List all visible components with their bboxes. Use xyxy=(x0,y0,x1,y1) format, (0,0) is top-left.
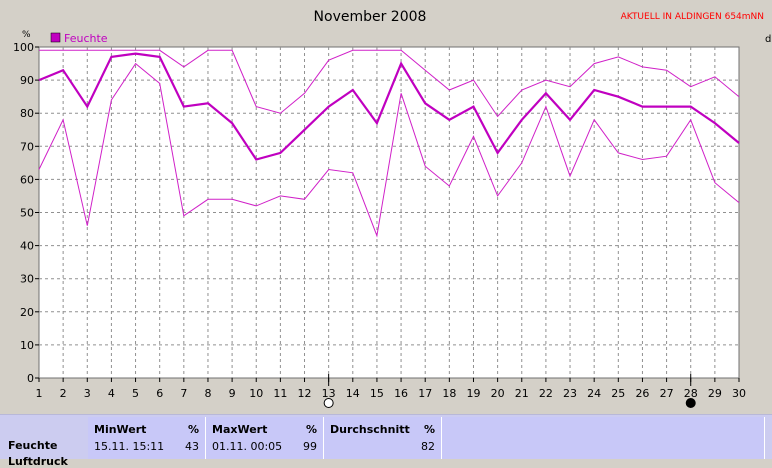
max-value-cell: MaxWert % 01.11. 00:05 99 xyxy=(206,417,324,459)
x-tick-label: 20 xyxy=(491,387,505,400)
y-tick-label: 90 xyxy=(20,74,34,87)
x-tick-label: 30 xyxy=(732,387,746,400)
x-tick-label: 5 xyxy=(132,387,139,400)
max-datetime: 01.11. 00:05 xyxy=(212,440,283,453)
x-tick-label: 21 xyxy=(515,387,529,400)
y-tick-label: 30 xyxy=(20,273,34,286)
humidity-chart: November 2008 AKTUELL IN ALDINGEN 654mNN… xyxy=(13,9,771,408)
x-tick-label: 22 xyxy=(539,387,553,400)
x-tick-label: 13 xyxy=(322,387,336,400)
x-tick-label: 4 xyxy=(108,387,115,400)
avg-value: 82 xyxy=(421,440,435,453)
x-tick-label: 7 xyxy=(180,387,187,400)
legend: Feuchte xyxy=(50,32,108,45)
min-datetime: 15.11. 15:11 xyxy=(94,440,165,453)
max-header: MaxWert xyxy=(212,423,268,436)
y-tick-label: 100 xyxy=(13,41,34,54)
y-tick-label: 10 xyxy=(20,339,34,352)
moon-markers xyxy=(323,374,696,408)
x-tick-label: 2 xyxy=(60,387,67,400)
min-unit: % xyxy=(187,423,199,436)
x-tick-label: 28 xyxy=(684,387,698,400)
stats-empty-cell xyxy=(442,417,765,459)
avg-unit: % xyxy=(423,423,435,436)
x-tick-label: 15 xyxy=(370,387,384,400)
min-value: 43 xyxy=(185,440,199,453)
chart-title: November 2008 xyxy=(314,9,427,25)
y-tick-label: 0 xyxy=(27,372,34,385)
x-tick-label: 6 xyxy=(156,387,163,400)
y-tick-label: 20 xyxy=(20,306,34,319)
x-tick-label: 12 xyxy=(298,387,312,400)
x-tick-label: 29 xyxy=(708,387,722,400)
x-tick-label: 23 xyxy=(563,387,577,400)
avg-header: Durchschnitt xyxy=(330,423,410,436)
full-moon-icon xyxy=(323,398,334,408)
legend-label: Feuchte xyxy=(64,32,108,45)
series-group xyxy=(38,49,740,238)
x-tick-label: 9 xyxy=(229,387,236,400)
x-tick-label: 8 xyxy=(204,387,211,400)
y-unit-label: % xyxy=(22,30,31,40)
y-tick-label: 50 xyxy=(20,207,34,220)
series-line-max xyxy=(39,49,740,118)
stats-row-label-2: Luftdruck xyxy=(8,455,68,468)
max-value: 99 xyxy=(303,440,317,453)
y-tick-label: 70 xyxy=(20,140,34,153)
station-label: AKTUELL IN ALDINGEN 654mNN xyxy=(621,12,764,22)
stats-row-label: Feuchte xyxy=(8,439,58,452)
new-moon-icon xyxy=(685,398,696,408)
x-tick-label: 14 xyxy=(346,387,360,400)
x-tick-label: 18 xyxy=(442,387,456,400)
series-line-average xyxy=(38,52,740,161)
y-tick-label: 40 xyxy=(20,240,34,253)
x-tick-label: 11 xyxy=(273,387,287,400)
x-tick-label: 16 xyxy=(394,387,408,400)
average-cell: Durchschnitt % 82 xyxy=(324,417,442,459)
x-tick-label: 3 xyxy=(84,387,91,400)
x-tick-label: 1 xyxy=(36,387,43,400)
y-tick-label: 60 xyxy=(20,173,34,186)
x-tick-label: 26 xyxy=(635,387,649,400)
x-tick-label: 10 xyxy=(249,387,263,400)
min-value-cell: MinWert % 15.11. 15:11 43 xyxy=(88,417,206,459)
x-tick-label: 19 xyxy=(466,387,480,400)
y-tick-label: 80 xyxy=(20,107,34,120)
x-tick-label: 17 xyxy=(418,387,432,400)
x-tick-label: 25 xyxy=(611,387,625,400)
min-header: MinWert xyxy=(94,423,147,436)
series-line-min xyxy=(38,62,740,238)
x-tick-label: 24 xyxy=(587,387,601,400)
stats-panel: Feuchte Luftdruck MinWert % 15.11. 15:11… xyxy=(0,414,772,468)
max-unit: % xyxy=(305,423,317,436)
right-axis-label: d xyxy=(765,34,771,45)
x-tick-label: 27 xyxy=(660,387,674,400)
legend-swatch xyxy=(50,32,61,43)
